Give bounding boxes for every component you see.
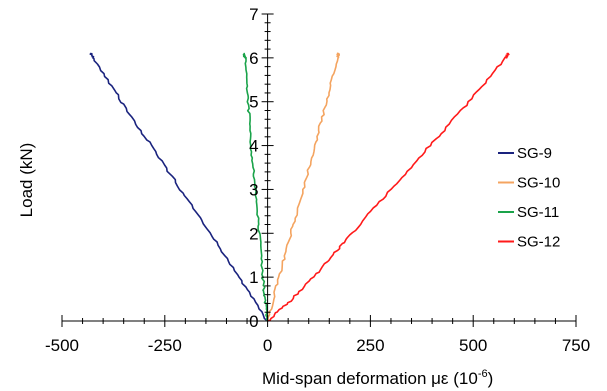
legend-label-sg-10: SG-10 — [517, 175, 560, 192]
series-line-sg-11 — [242, 52, 269, 322]
y-tick-label: 7 — [249, 5, 258, 24]
x-tick-label: -250 — [148, 336, 182, 355]
legend: SG-9 SG-10 SG-11 SG-12 — [498, 145, 560, 251]
series-line-sg-9 — [89, 52, 269, 322]
y-tick-label: 3 — [249, 180, 258, 199]
x-axis-title-main: Mid-span deformation με (10 — [262, 369, 478, 388]
legend-label-sg-11: SG-11 — [517, 204, 559, 221]
y-tick-label: 2 — [249, 224, 258, 243]
legend-label-sg-12: SG-12 — [517, 234, 560, 251]
y-axis-title: Load (kN) — [17, 143, 36, 218]
y-tick-label: 4 — [249, 137, 258, 156]
x-tick-label: 250 — [356, 336, 384, 355]
x-tick-label: 750 — [562, 336, 590, 355]
x-axis-title: Mid-span deformation με (10-6) — [262, 368, 493, 388]
x-tick-label: -500 — [45, 336, 79, 355]
series-line-sg-10 — [266, 52, 340, 322]
x-tick-label: 500 — [459, 336, 487, 355]
x-tick-label: 0 — [263, 336, 272, 355]
y-tick-label: 6 — [249, 49, 258, 68]
x-axis-title-close: ) — [488, 369, 494, 388]
legend-label-sg-9: SG-9 — [517, 145, 552, 162]
y-tick-label: 5 — [249, 93, 258, 112]
y-tick-label: 0 — [249, 312, 258, 331]
plot-area — [89, 52, 510, 322]
y-tick-label: 1 — [249, 268, 258, 287]
series-line-sg-12 — [266, 52, 510, 322]
axes: -500 -250 0 250 500 750 0 1 2 3 4 5 6 7 — [45, 5, 590, 355]
x-axis-title-exponent: -6 — [478, 368, 488, 380]
